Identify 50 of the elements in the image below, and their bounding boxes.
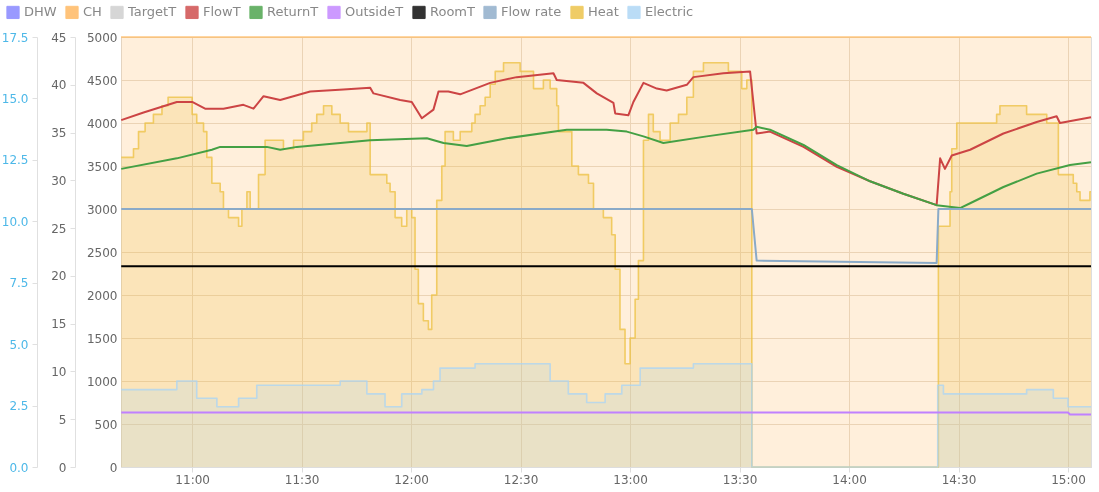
y2-tick-label: 5 bbox=[58, 412, 67, 427]
y-tick-label: 1500 bbox=[86, 331, 118, 346]
y-tick-label: 2500 bbox=[86, 245, 118, 260]
y-tick-label: 3000 bbox=[86, 202, 118, 217]
x-tick-label: 11:30 bbox=[284, 472, 320, 487]
x-tick-label: 11:00 bbox=[175, 472, 210, 487]
y3-tick-label: 15.0 bbox=[1, 91, 29, 106]
x-tick-label: 12:30 bbox=[503, 472, 539, 487]
y3-tick-label: 5.0 bbox=[9, 337, 29, 352]
legend-label: DHW bbox=[24, 4, 57, 20]
y-tick-label: 0 bbox=[109, 460, 118, 475]
x-tick-label: 15:00 bbox=[1051, 472, 1086, 487]
x-tick-label: 13:00 bbox=[613, 472, 648, 487]
legend-label: OutsideT bbox=[345, 4, 404, 20]
y2-tick-label: 35 bbox=[51, 126, 67, 141]
y2-tick-label: 0 bbox=[58, 460, 67, 475]
y3-tick-label: 0.0 bbox=[9, 460, 29, 475]
y3-tick-label: 17.5 bbox=[1, 30, 29, 45]
y-tick-label: 4000 bbox=[86, 116, 118, 131]
y-tick-label: 1000 bbox=[86, 374, 118, 389]
y3-tick-label: 7.5 bbox=[9, 276, 29, 291]
y-tick-label: 500 bbox=[94, 417, 118, 432]
y3-tick-label: 10.0 bbox=[1, 214, 29, 229]
legend-label: Flow rate bbox=[501, 4, 562, 20]
legend-label: Electric bbox=[645, 4, 694, 20]
legend-label: Heat bbox=[588, 4, 619, 20]
y2-tick-label: 40 bbox=[51, 78, 67, 93]
legend-label: TargetT bbox=[127, 4, 177, 20]
y2-tick-label: 10 bbox=[51, 364, 67, 379]
y2-tick-label: 30 bbox=[51, 173, 67, 188]
legend-label: FlowT bbox=[203, 4, 241, 20]
y-tick-label: 4500 bbox=[86, 73, 118, 88]
y3-tick-label: 12.5 bbox=[1, 153, 29, 168]
legend-label: CH bbox=[83, 4, 102, 20]
x-tick-label: 12:00 bbox=[394, 472, 429, 487]
x-tick-label: 13:30 bbox=[722, 472, 758, 487]
y2-tick-label: 15 bbox=[51, 317, 67, 332]
y-tick-label: 3500 bbox=[86, 159, 118, 174]
legend-label: RoomT bbox=[430, 4, 476, 20]
line-series bbox=[120, 125, 1092, 210]
y3-tick-label: 2.5 bbox=[9, 399, 29, 414]
x-tick-label: 14:00 bbox=[832, 472, 867, 487]
y-tick-label: 2000 bbox=[86, 288, 118, 303]
line-series bbox=[120, 70, 1092, 207]
y-tick-label: 5000 bbox=[86, 30, 118, 45]
y2-tick-label: 20 bbox=[51, 269, 67, 284]
legend-label: ReturnT bbox=[267, 4, 319, 20]
y2-tick-label: 25 bbox=[51, 221, 67, 236]
x-tick-label: 14:30 bbox=[941, 472, 977, 487]
y2-tick-label: 45 bbox=[51, 30, 67, 45]
